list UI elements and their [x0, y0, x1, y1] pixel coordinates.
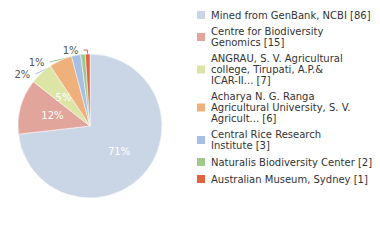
svg-text:Central Rice Research: Central Rice Research — [211, 129, 321, 140]
svg-text:71%: 71% — [108, 146, 130, 157]
svg-text:Agricultural University, S. V.: Agricultural University, S. V. — [211, 102, 350, 113]
svg-text:ICAR-II... [7]: ICAR-II... [7] — [211, 75, 271, 86]
svg-text:ANGRAU, S. V. Agricultural: ANGRAU, S. V. Agricultural — [211, 53, 343, 64]
svg-text:Centre for Biodiversity: Centre for Biodiversity — [211, 26, 324, 37]
svg-text:1%: 1% — [29, 57, 45, 68]
svg-text:Australian Museum, Sydney [1]: Australian Museum, Sydney [1] — [211, 174, 368, 185]
svg-text:Naturalis Biodiversity Center: Naturalis Biodiversity Center [2] — [211, 157, 372, 168]
svg-text:Mined from GenBank, NCBI [86]: Mined from GenBank, NCBI [86] — [211, 10, 371, 21]
svg-text:12%: 12% — [41, 110, 63, 121]
svg-text:2%: 2% — [14, 69, 30, 80]
svg-text:Acharya N. G. Ranga: Acharya N. G. Ranga — [211, 91, 315, 102]
svg-text:Agricult... [6]: Agricult... [6] — [211, 113, 277, 124]
svg-text:Institute [3]: Institute [3] — [211, 140, 270, 151]
svg-text:5%: 5% — [56, 92, 72, 103]
svg-text:Genomics [15]: Genomics [15] — [211, 37, 284, 48]
svg-text:college, Tirupati, A.P.&: college, Tirupati, A.P.& — [211, 64, 323, 75]
svg-text:1%: 1% — [63, 45, 79, 56]
